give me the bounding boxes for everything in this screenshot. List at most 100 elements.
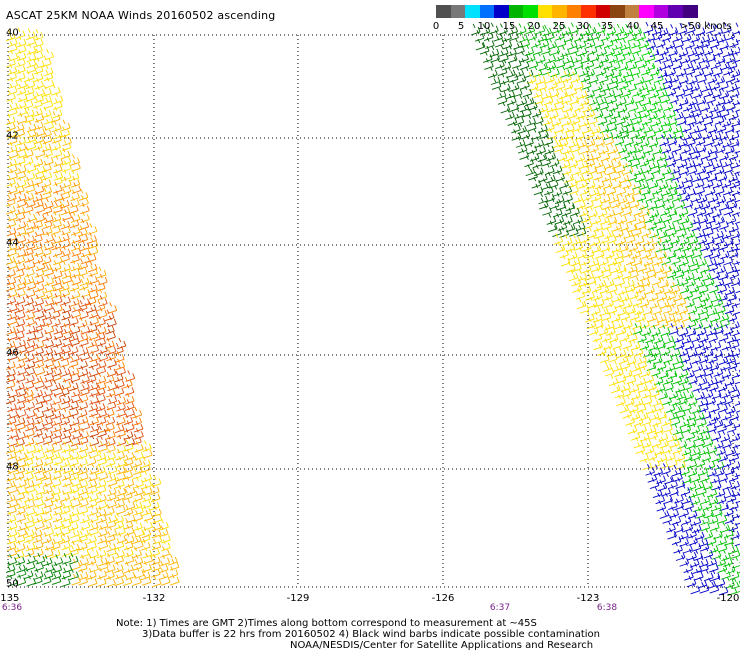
wind-barb [660, 204, 670, 216]
wind-barb [689, 122, 700, 135]
wind-barb [604, 157, 614, 170]
wind-barb [124, 552, 135, 565]
wind-barb [33, 301, 43, 313]
wind-barb [514, 107, 525, 120]
wind-barb [710, 569, 721, 582]
wind-barb [539, 107, 550, 120]
wind-barb [498, 23, 508, 35]
wind-barb [8, 482, 18, 494]
wind-barb [8, 35, 18, 48]
wind-barb [636, 310, 647, 323]
wind-barb [625, 184, 635, 197]
wind-barb [98, 554, 108, 567]
wind-barb [719, 149, 729, 161]
wind-barb [666, 288, 676, 301]
wind-barb [697, 255, 707, 267]
wind-barb [710, 36, 720, 49]
wind-barb [693, 360, 704, 373]
wind-barb [132, 532, 142, 545]
wind-barb [623, 163, 634, 175]
wind-barb [16, 419, 26, 431]
wind-barb [632, 85, 643, 97]
wind-barb [70, 224, 81, 236]
wind-barb [34, 266, 45, 278]
wind-barb [710, 472, 720, 484]
lat-label-2: 42 [6, 130, 19, 142]
wind-barb [15, 435, 25, 447]
wind-barb [622, 406, 632, 419]
wind-barb [610, 261, 621, 274]
wind-barb [24, 273, 35, 286]
wind-barb [687, 548, 697, 561]
wind-barb [554, 98, 565, 111]
wind-barb [6, 273, 17, 286]
wind-barb [634, 91, 645, 104]
wind-barb [726, 421, 737, 433]
wind-barb [69, 448, 80, 461]
wind-barb [615, 23, 625, 36]
wind-barb [728, 240, 739, 253]
wind-barb [651, 114, 662, 127]
wind-barb [668, 24, 679, 36]
wind-barb [25, 232, 35, 245]
wind-barb [663, 421, 673, 433]
wind-barb [80, 349, 91, 362]
wind-barb [659, 134, 670, 147]
lon-label-4: -126 [431, 593, 455, 604]
wind-barb [707, 421, 717, 433]
wind-barb [649, 86, 660, 99]
wind-barb [703, 546, 714, 559]
wind-barb [52, 162, 63, 174]
wind-barb [42, 502, 52, 515]
wind-barb [71, 306, 81, 319]
wind-barb [23, 97, 34, 110]
wind-barb [132, 574, 142, 587]
wind-barb [580, 183, 590, 196]
wind-barb [598, 205, 608, 218]
wind-barb [42, 85, 52, 97]
wind-barb [703, 317, 713, 330]
wind-barb [655, 380, 666, 393]
wind-barb [736, 400, 740, 413]
wind-barb [6, 216, 17, 229]
wind-barb [703, 107, 714, 120]
wind-barb [15, 27, 26, 40]
wind-barb [514, 113, 525, 126]
wind-barb [734, 162, 740, 175]
wind-barb [646, 422, 657, 435]
wind-barb [60, 524, 71, 536]
wind-barb [626, 353, 637, 366]
wind-barb [44, 336, 54, 349]
wind-barb [70, 196, 80, 209]
wind-barb [612, 360, 622, 373]
wind-barb [647, 449, 658, 461]
wind-barb [15, 379, 25, 392]
wind-barb [620, 308, 631, 321]
wind-barb [563, 78, 574, 91]
wind-barb [665, 219, 675, 232]
wind-barb [612, 127, 623, 139]
colorbar-label: 0 [432, 21, 440, 32]
wind-barb [734, 465, 740, 478]
wind-barb [707, 304, 718, 317]
wind-barb [106, 449, 116, 461]
wind-barb [586, 317, 597, 330]
wind-barb [722, 22, 732, 34]
wind-barb [620, 108, 631, 121]
wind-barb [691, 402, 701, 414]
wind-barb [25, 169, 36, 182]
wind-barb [662, 210, 672, 223]
wind-barb [160, 554, 170, 567]
wind-barb [656, 218, 667, 231]
wind-barb [80, 286, 91, 298]
wind-barb [62, 209, 73, 221]
wind-barb [630, 409, 641, 421]
wind-barb [23, 154, 34, 166]
wind-barb [70, 540, 80, 553]
wind-barb [703, 365, 714, 377]
wind-barb [489, 22, 499, 35]
wind-barb [511, 121, 521, 134]
wind-barb [697, 415, 707, 427]
wind-barb [51, 315, 61, 328]
wind-barb [735, 281, 740, 294]
